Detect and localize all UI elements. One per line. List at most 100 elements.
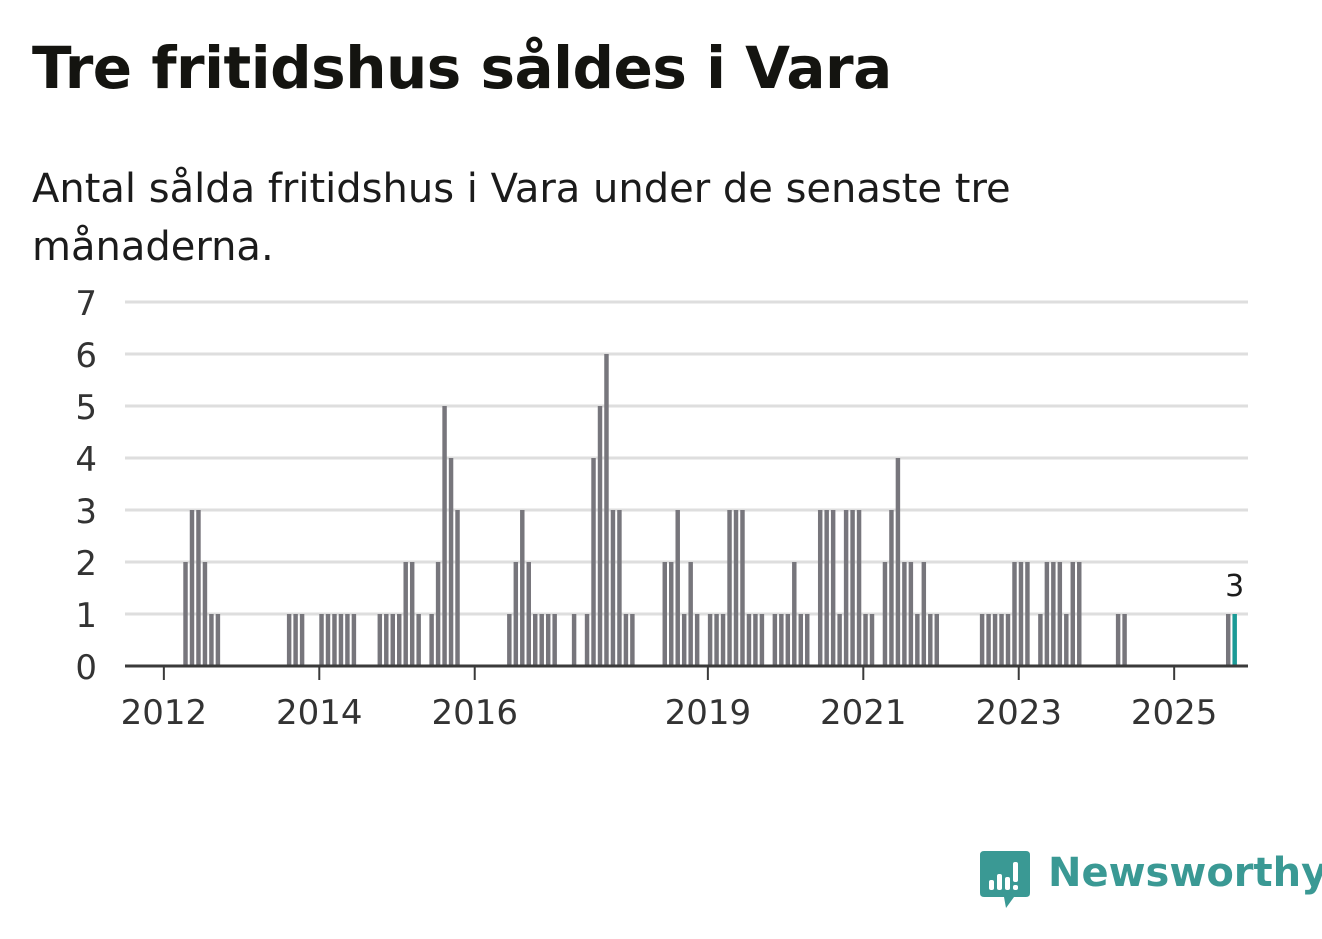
bar	[1038, 614, 1043, 666]
chart-subtitle: Antal sålda fritidshus i Vara under de s…	[32, 166, 1011, 270]
bar	[442, 406, 447, 666]
bar	[416, 614, 421, 666]
bar	[591, 458, 596, 666]
bar	[1115, 614, 1121, 666]
y-tick-label: 6	[75, 336, 97, 376]
bar	[662, 562, 667, 666]
bar	[785, 614, 791, 666]
bar	[520, 510, 525, 666]
bar	[403, 562, 408, 666]
bar	[798, 614, 804, 666]
bar	[617, 510, 622, 666]
y-tick-label: 5	[75, 388, 97, 428]
bar	[1122, 614, 1127, 666]
y-axis-labels: 0 1 2 3 4 5 6 7	[75, 284, 97, 688]
y-tick-label: 0	[75, 648, 97, 688]
x-tick-label: 2023	[975, 693, 1062, 733]
bar	[727, 510, 732, 666]
bar	[934, 614, 940, 666]
bar	[1077, 562, 1082, 666]
highlight-annotation: 3	[1225, 569, 1244, 604]
y-tick-label: 3	[75, 492, 97, 532]
bar	[215, 614, 221, 666]
bar	[805, 614, 810, 666]
bar	[669, 562, 674, 666]
x-tick-label: 2019	[665, 693, 752, 733]
bar	[895, 458, 901, 666]
x-axis-ticks	[162, 666, 1176, 680]
bar	[979, 614, 985, 666]
bar	[196, 510, 201, 666]
bar	[850, 510, 855, 666]
y-tick-label: 4	[75, 440, 97, 480]
bar	[921, 562, 927, 666]
x-tick-label: 2025	[1131, 693, 1218, 733]
bar	[390, 614, 395, 666]
bar	[1012, 562, 1017, 666]
bar	[526, 562, 531, 666]
bar	[902, 562, 907, 666]
bar	[817, 510, 823, 666]
bar	[448, 458, 454, 666]
bar	[189, 510, 195, 666]
bar	[377, 614, 383, 666]
bar	[604, 354, 609, 666]
bar	[533, 614, 538, 666]
bar	[507, 614, 512, 666]
bar	[539, 614, 544, 666]
bar	[856, 510, 862, 666]
bar	[1005, 614, 1011, 666]
bar	[623, 614, 629, 666]
y-tick-label: 7	[75, 284, 97, 324]
y-tick-label: 2	[75, 544, 97, 584]
bar	[908, 562, 914, 666]
x-axis-labels: 2012 2014 2016 2019 2021 2023 2025	[121, 693, 1218, 733]
bar	[792, 562, 797, 666]
bar	[928, 614, 933, 666]
bar	[429, 614, 434, 666]
bar	[1064, 614, 1069, 666]
x-tick-label: 2014	[276, 693, 363, 733]
bar	[1225, 614, 1231, 666]
bar	[681, 614, 687, 666]
bar	[992, 614, 998, 666]
bar	[610, 510, 616, 666]
bar	[319, 614, 324, 666]
bar	[869, 614, 875, 666]
bar	[202, 562, 208, 666]
bar	[552, 614, 557, 666]
bar	[584, 614, 590, 666]
bar	[772, 614, 778, 666]
bar	[286, 614, 292, 666]
bar	[707, 614, 713, 666]
bar	[830, 510, 836, 666]
bars	[183, 354, 1237, 666]
bar	[675, 510, 680, 666]
bar	[1018, 562, 1024, 666]
x-tick-label: 2016	[431, 693, 518, 733]
bar	[779, 614, 784, 666]
bar	[397, 614, 402, 666]
bar	[384, 614, 389, 666]
bar	[351, 614, 357, 666]
bar	[1025, 562, 1030, 666]
bar	[824, 510, 829, 666]
bar	[293, 614, 298, 666]
chart-title: Tre fritidshus såldes i Vara	[32, 34, 892, 102]
y-tick-label: 1	[75, 596, 97, 636]
x-tick-label: 2021	[820, 693, 907, 733]
bar	[986, 614, 991, 666]
bar	[325, 614, 331, 666]
bar	[332, 614, 337, 666]
bar	[714, 614, 719, 666]
bar	[299, 614, 305, 666]
bar	[345, 614, 350, 666]
bar	[889, 510, 894, 666]
x-tick-label: 2012	[121, 693, 208, 733]
bar	[837, 614, 842, 666]
bar	[1070, 562, 1076, 666]
bar	[694, 614, 700, 666]
bar	[455, 510, 460, 666]
bar	[882, 562, 888, 666]
